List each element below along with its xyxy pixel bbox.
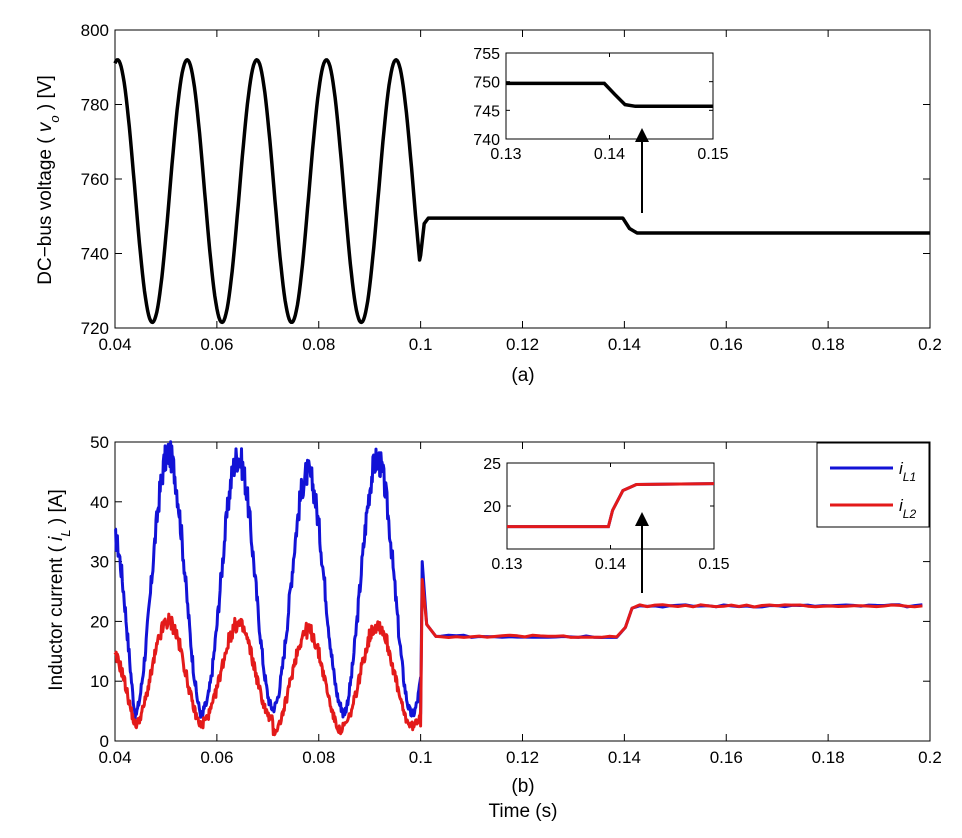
current-inset-area <box>506 462 715 550</box>
voltage-x-tick-label: 0.2 <box>918 335 942 354</box>
voltage-inset-x-tick-label: 0.15 <box>697 146 728 163</box>
current-y-tick-label: 20 <box>90 612 109 631</box>
current-x-tick-label: 0.06 <box>200 748 233 767</box>
current-legend: iL1 iL2 <box>816 442 930 528</box>
current-y-tick-label: 30 <box>90 553 109 572</box>
voltage-x-label: (a) <box>511 365 534 386</box>
voltage-x-tick-label: 0.1 <box>409 335 433 354</box>
current-inset-y-tick-label: 25 <box>483 456 501 473</box>
current-inset-x-tick-label: 0.15 <box>698 556 729 573</box>
voltage-x-tick-label: 0.12 <box>506 335 539 354</box>
voltage-zoom-arrow <box>635 128 649 213</box>
voltage-inset-y-ticks: 740 745 750 755 <box>473 46 713 149</box>
legend-il1-label: iL1 <box>899 459 916 484</box>
voltage-x-tick-label: 0.06 <box>200 335 233 354</box>
current-inset-x-tick-label: 0.14 <box>595 556 626 573</box>
current-x-tick-label: 0.18 <box>812 748 845 767</box>
voltage-inset-area <box>505 52 714 140</box>
current-inset-x-ticks: 0.13 0.14 0.15 <box>491 463 730 573</box>
current-x-label: (b) <box>511 776 534 797</box>
voltage-inset-x-ticks: 0.13 0.14 0.15 <box>490 53 729 163</box>
current-x-tick-label: 0.1 <box>409 748 433 767</box>
voltage-x-tick-label: 0.16 <box>710 335 743 354</box>
voltage-inset-y-tick-label: 745 <box>473 103 500 120</box>
current-x-tick-label: 0.12 <box>506 748 539 767</box>
voltage-y-ticks: 720 740 760 780 800 <box>81 21 930 338</box>
voltage-y-label: DC−bus voltage ( vo ) [V] <box>35 75 62 284</box>
current-x-tick-label: 0.16 <box>710 748 743 767</box>
current-il2-line <box>113 578 923 737</box>
current-x-ticks: 0.04 0.06 0.08 0.1 0.12 0.14 0.16 0.18 0.2 <box>98 442 942 767</box>
voltage-y-tick-label: 720 <box>81 319 109 338</box>
legend-il2-label: iL2 <box>899 496 916 521</box>
voltage-y-tick-label: 740 <box>81 245 109 264</box>
voltage-x-ticks: 0.04 0.06 0.08 0.1 0.12 0.14 0.16 0.18 0.2 <box>98 30 942 354</box>
current-il1-line <box>114 440 923 720</box>
voltage-inset-line <box>506 81 713 109</box>
current-x-tick-label: 0.2 <box>918 748 942 767</box>
current-zoom-arrow <box>635 512 649 593</box>
voltage-inset-x-tick-label: 0.14 <box>594 146 625 163</box>
current-y-tick-label: 0 <box>100 732 109 751</box>
current-inset-il2-line <box>507 482 715 529</box>
voltage-inset-x-tick-label: 0.13 <box>490 146 521 163</box>
voltage-inset: 740 745 750 755 0.13 0.14 0.15 <box>473 46 728 163</box>
time-axis-label: Time (s) <box>489 801 558 822</box>
voltage-y-tick-label: 760 <box>81 170 109 189</box>
voltage-inset-y-tick-label: 755 <box>473 46 500 63</box>
current-y-label: Inductor current ( iL ) [A] <box>46 489 73 691</box>
voltage-x-tick-label: 0.04 <box>98 335 131 354</box>
current-inset-y-tick-label: 20 <box>483 499 501 516</box>
voltage-y-tick-label: 800 <box>81 21 109 40</box>
current-x-tick-label: 0.08 <box>302 748 335 767</box>
voltage-x-tick-label: 0.18 <box>812 335 845 354</box>
current-y-tick-label: 50 <box>90 433 109 452</box>
voltage-y-tick-label: 780 <box>81 96 109 115</box>
current-y-ticks: 0 10 20 30 40 50 <box>90 433 930 751</box>
legend-box <box>816 442 930 528</box>
voltage-x-tick-label: 0.14 <box>608 335 641 354</box>
current-y-tick-label: 10 <box>90 672 109 691</box>
current-x-tick-label: 0.14 <box>608 748 641 767</box>
current-x-tick-label: 0.04 <box>98 748 131 767</box>
voltage-inset-y-tick-label: 740 <box>473 132 500 149</box>
voltage-line <box>113 58 930 325</box>
voltage-inset-y-tick-label: 750 <box>473 75 500 92</box>
voltage-x-tick-label: 0.08 <box>302 335 335 354</box>
current-inset-x-tick-label: 0.13 <box>491 556 522 573</box>
current-y-tick-label: 40 <box>90 493 109 512</box>
